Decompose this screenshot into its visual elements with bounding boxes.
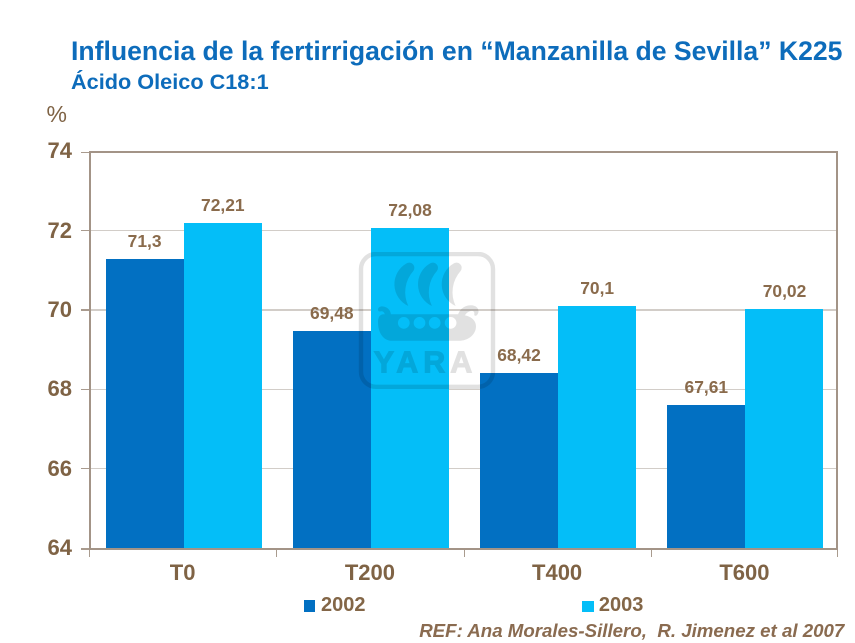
svg-text:YARA: YARA bbox=[374, 346, 478, 380]
